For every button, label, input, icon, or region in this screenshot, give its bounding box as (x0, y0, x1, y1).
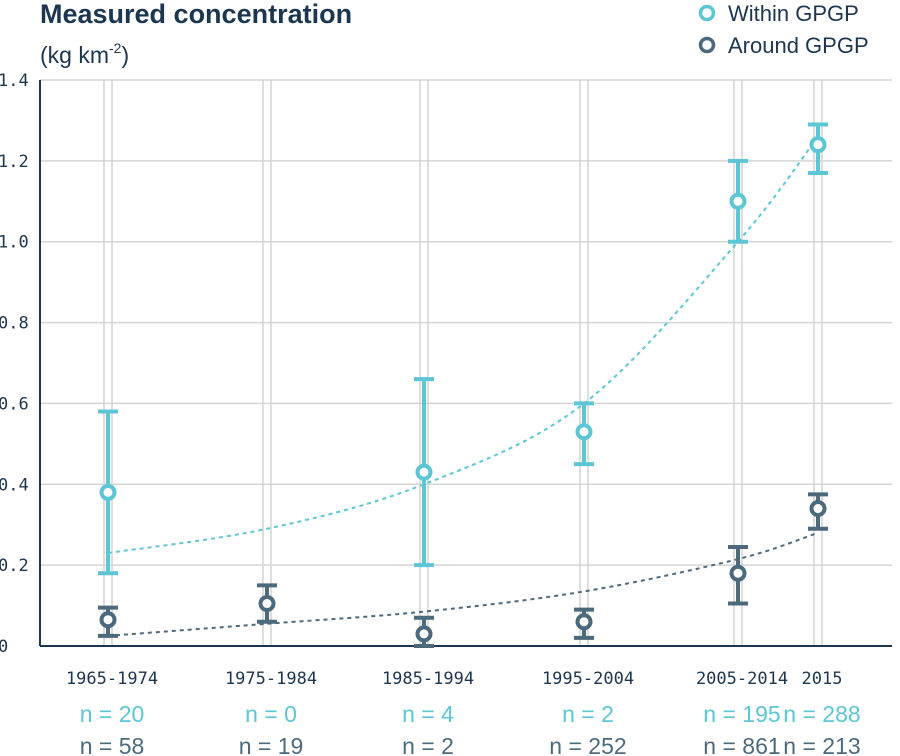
legend-label-within: Within GPGP (728, 1, 859, 26)
sample-count-around: n = 2 (402, 733, 454, 756)
data-points (99, 136, 827, 643)
trend-lines (107, 135, 819, 637)
x-tick-label: 1975-1984 (225, 669, 317, 689)
trend-line-within (107, 135, 819, 555)
trend-line-around (107, 531, 819, 637)
legend-marker-within (698, 4, 716, 22)
y-tick-label: 0.4 (0, 475, 29, 495)
y-tick-label: 1.4 (0, 71, 29, 91)
sample-count-around: n = 861 (703, 733, 780, 756)
data-point-around (729, 564, 747, 582)
y-unit-label: (kg km-2) (40, 40, 129, 68)
y-unit-superscript: -2 (109, 40, 122, 56)
axes (39, 80, 892, 647)
x-tick-label: 1995-2004 (542, 669, 634, 689)
sample-count-within: n = 4 (402, 701, 454, 727)
data-point-around (258, 595, 276, 613)
legend-item-around: Around GPGP (698, 33, 869, 58)
legend-label-around: Around GPGP (728, 33, 869, 58)
y-tick-label: 0.2 (0, 556, 29, 576)
y-tick-label: 0 (0, 637, 8, 657)
data-point-within (729, 192, 747, 210)
data-point-within (809, 136, 827, 154)
x-tick-labels: 1965-1974 1975-1984 1985-1994 1995-2004 2005… (66, 669, 843, 689)
data-point-within (99, 483, 117, 501)
y-tick-labels: 0 0.2 0.4 0.6 0.8 1.0 1.2 1.4 (0, 71, 29, 657)
sample-count-around: n = 213 (783, 733, 860, 756)
y-tick-label: 0.6 (0, 394, 29, 414)
sample-counts: n = 20 n = 0 n = 4 n = 2 n = 195 n = 288 n = 5… (80, 701, 861, 756)
sample-count-around: n = 19 (239, 733, 304, 756)
x-tick-label: 1965-1974 (66, 669, 158, 689)
sample-count-within: n = 195 (703, 701, 780, 727)
data-point-around (99, 611, 117, 629)
sample-count-around: n = 58 (80, 733, 145, 756)
sample-count-within: n = 288 (783, 701, 860, 727)
y-unit-suffix: ) (121, 42, 129, 68)
y-tick-label: 0.8 (0, 314, 29, 334)
y-unit-prefix: (kg km (40, 42, 109, 68)
legend-item-within: Within GPGP (698, 1, 859, 26)
legend-marker-around (698, 36, 716, 54)
sample-count-within: n = 0 (245, 701, 297, 727)
sample-count-around: n = 252 (549, 733, 626, 756)
sample-count-within: n = 20 (80, 701, 145, 727)
x-tick-label: 2005-2014 (696, 669, 788, 689)
error-bars (98, 122, 828, 648)
x-tick-label: 1985-1994 (382, 669, 474, 689)
sample-count-within: n = 2 (562, 701, 614, 727)
data-point-within (575, 423, 593, 441)
data-point-around (415, 625, 433, 643)
data-point-around (809, 500, 827, 518)
y-tick-label: 1.2 (0, 152, 29, 172)
legend: Within GPGP Around GPGP (698, 1, 869, 58)
data-point-within (415, 463, 433, 481)
gridlines (40, 79, 892, 646)
chart-title: Measured concentration (40, 0, 352, 29)
x-tick-label: 2015 (802, 669, 843, 689)
data-point-around (575, 613, 593, 631)
y-tick-label: 1.0 (0, 233, 29, 253)
